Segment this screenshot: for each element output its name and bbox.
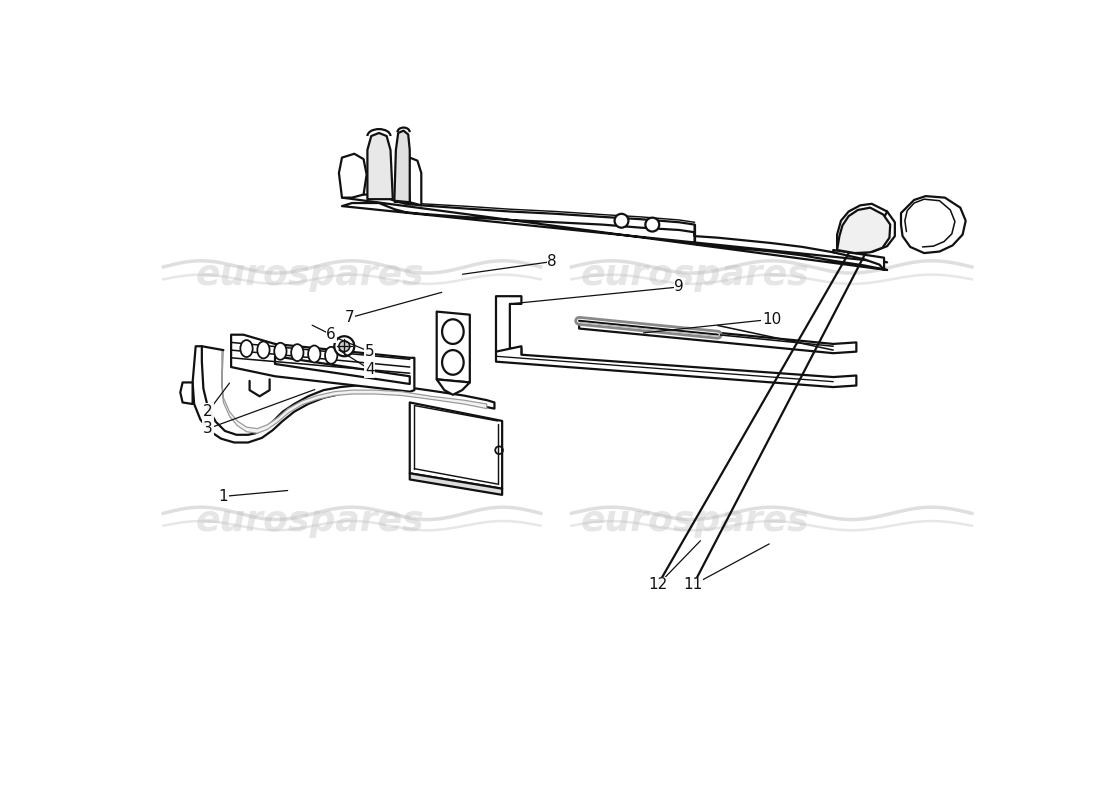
Ellipse shape — [274, 343, 286, 360]
Ellipse shape — [442, 350, 464, 374]
Ellipse shape — [326, 347, 338, 364]
Polygon shape — [437, 379, 470, 394]
Text: 4: 4 — [365, 362, 374, 377]
Polygon shape — [901, 196, 966, 253]
Text: 1: 1 — [219, 489, 228, 504]
Polygon shape — [496, 346, 856, 387]
Text: eurospares: eurospares — [196, 258, 424, 292]
Polygon shape — [367, 133, 393, 199]
Text: eurospares: eurospares — [581, 258, 808, 292]
Circle shape — [646, 218, 659, 231]
Polygon shape — [437, 311, 470, 382]
Text: 11: 11 — [683, 578, 703, 593]
Ellipse shape — [292, 344, 304, 361]
Polygon shape — [580, 319, 856, 353]
Polygon shape — [409, 474, 502, 495]
Text: eurospares: eurospares — [196, 504, 424, 538]
Polygon shape — [222, 350, 486, 434]
Circle shape — [339, 341, 350, 352]
Polygon shape — [409, 402, 502, 489]
Polygon shape — [180, 382, 192, 404]
Polygon shape — [275, 356, 409, 384]
Text: 12: 12 — [648, 578, 668, 593]
Polygon shape — [339, 154, 366, 198]
Polygon shape — [834, 250, 884, 270]
Polygon shape — [192, 346, 495, 442]
Text: 10: 10 — [762, 312, 781, 326]
Text: 3: 3 — [204, 421, 213, 436]
Polygon shape — [408, 158, 421, 206]
Polygon shape — [837, 208, 890, 253]
Text: 2: 2 — [204, 404, 212, 419]
Text: 6: 6 — [327, 327, 337, 342]
Circle shape — [334, 336, 354, 356]
Ellipse shape — [257, 342, 270, 358]
Text: 7: 7 — [345, 310, 354, 326]
Circle shape — [615, 214, 628, 228]
Ellipse shape — [442, 319, 464, 344]
Polygon shape — [837, 204, 895, 253]
Ellipse shape — [240, 340, 253, 357]
Polygon shape — [496, 296, 521, 356]
Text: eurospares: eurospares — [581, 504, 808, 538]
Polygon shape — [231, 334, 415, 392]
Ellipse shape — [308, 346, 320, 362]
Text: 9: 9 — [674, 279, 684, 294]
Polygon shape — [342, 194, 887, 270]
Text: 8: 8 — [548, 254, 557, 269]
Text: 5: 5 — [365, 344, 374, 359]
Polygon shape — [395, 130, 409, 202]
